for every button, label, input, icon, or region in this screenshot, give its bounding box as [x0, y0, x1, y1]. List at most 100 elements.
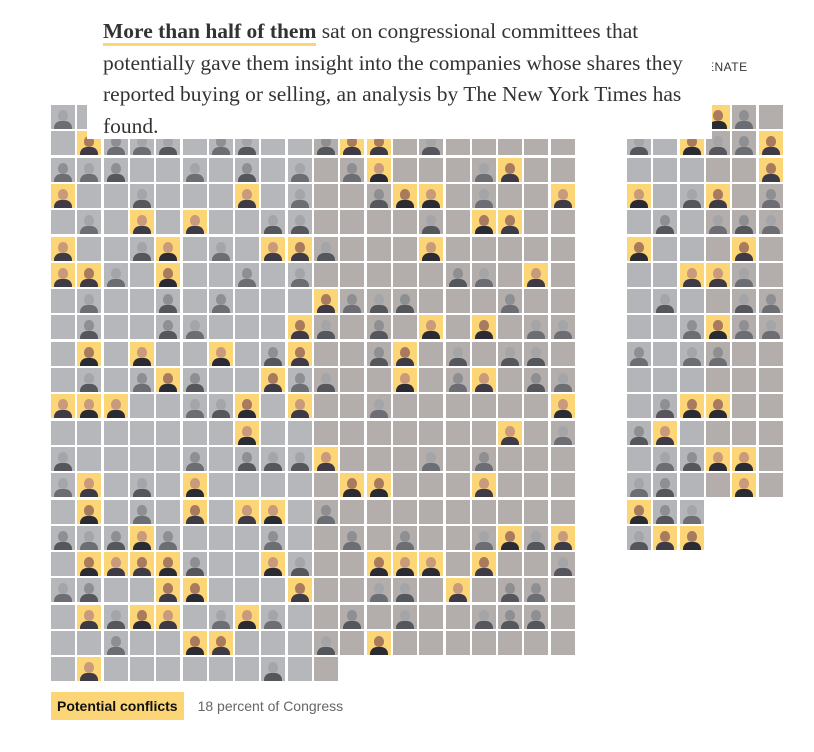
portrait-face-icon	[343, 608, 361, 629]
portrait-cell	[340, 526, 364, 550]
portrait-face-icon	[422, 450, 440, 471]
portrait-cell	[77, 315, 101, 339]
portrait-face-icon	[501, 213, 519, 234]
portrait-cell	[130, 237, 154, 261]
portrait-face-icon	[527, 318, 545, 339]
portrait-face-icon	[317, 240, 335, 261]
portrait-cell	[759, 368, 783, 392]
portrait-face-icon	[656, 424, 674, 445]
portrait-cell	[235, 263, 259, 287]
portrait-cell	[367, 394, 391, 418]
portrait-cell	[524, 500, 548, 524]
portrait-cell	[627, 210, 651, 234]
portrait-cell-highlighted	[551, 526, 575, 550]
portrait-cell-highlighted	[130, 605, 154, 629]
portrait-cell	[653, 447, 677, 471]
portrait-cell	[653, 315, 677, 339]
portrait-cell	[77, 289, 101, 313]
portrait-cell	[472, 631, 496, 655]
portrait-cell-highlighted	[104, 394, 128, 418]
portrait-cell	[524, 447, 548, 471]
portrait-face-icon	[735, 266, 753, 287]
portrait-cell	[680, 289, 704, 313]
portrait-cell	[51, 158, 75, 182]
portrait-face-icon	[212, 608, 230, 629]
portrait-cell-highlighted	[653, 526, 677, 550]
portrait-cell-highlighted	[472, 552, 496, 576]
portrait-cell	[706, 342, 730, 366]
portrait-cell-highlighted	[288, 342, 312, 366]
portrait-face-icon	[80, 397, 98, 418]
portrait-cell	[130, 368, 154, 392]
portrait-cell	[51, 421, 75, 445]
portrait-cell	[446, 158, 470, 182]
portrait-cell	[209, 552, 233, 576]
portrait-cell	[51, 526, 75, 550]
portrait-face-icon	[159, 266, 177, 287]
portrait-face-icon	[630, 187, 648, 208]
portrait-cell	[498, 184, 522, 208]
portrait-cell	[314, 421, 338, 445]
portrait-face-icon	[186, 476, 204, 497]
portrait-cell	[156, 315, 180, 339]
portrait-face-icon	[107, 397, 125, 418]
portrait-cell	[446, 289, 470, 313]
portrait-cell-highlighted	[706, 184, 730, 208]
portrait-face-icon	[107, 529, 125, 550]
portrait-cell	[261, 447, 285, 471]
portrait-cell	[653, 500, 677, 524]
portrait-face-icon	[396, 581, 414, 602]
portrait-cell	[340, 263, 364, 287]
portrait-face-icon	[396, 529, 414, 550]
portrait-cell	[104, 342, 128, 366]
portrait-cell-highlighted	[551, 184, 575, 208]
portrait-face-icon	[264, 371, 282, 392]
portrait-cell	[130, 473, 154, 497]
portrait-face-icon	[709, 266, 727, 287]
portrait-face-icon	[370, 476, 388, 497]
portrait-cell	[261, 394, 285, 418]
portrait-cell	[130, 315, 154, 339]
portrait-cell	[183, 552, 207, 576]
portrait-cell-highlighted	[419, 315, 443, 339]
portrait-cell	[551, 500, 575, 524]
portrait-cell-highlighted	[156, 237, 180, 261]
portrait-face-icon	[107, 634, 125, 655]
portrait-cell-highlighted	[235, 394, 259, 418]
portrait-cell	[706, 421, 730, 445]
portrait-cell	[288, 605, 312, 629]
portrait-face-icon	[630, 476, 648, 497]
portrait-cell-highlighted	[653, 421, 677, 445]
portrait-cell	[627, 263, 651, 287]
portrait-face-icon	[291, 371, 309, 392]
portrait-cell-highlighted	[706, 447, 730, 471]
portrait-face-icon	[343, 292, 361, 313]
portrait-face-icon	[370, 161, 388, 182]
portrait-face-icon	[80, 608, 98, 629]
portrait-cell	[419, 289, 443, 313]
portrait-cell	[732, 368, 756, 392]
portrait-cell	[551, 237, 575, 261]
portrait-cell-highlighted	[235, 500, 259, 524]
portrait-face-icon	[238, 608, 256, 629]
portrait-face-icon	[370, 187, 388, 208]
portrait-face-icon	[554, 529, 572, 550]
portrait-face-icon	[133, 476, 151, 497]
portrait-face-icon	[159, 529, 177, 550]
portrait-face-icon	[370, 634, 388, 655]
portrait-cell	[627, 394, 651, 418]
portrait-face-icon	[291, 581, 309, 602]
portrait-cell	[156, 184, 180, 208]
portrait-cell-highlighted	[627, 237, 651, 261]
portrait-cell-highlighted	[77, 657, 101, 681]
portrait-cell-highlighted	[627, 184, 651, 208]
portrait-cell	[288, 210, 312, 234]
portrait-cell	[759, 447, 783, 471]
portrait-cell	[472, 394, 496, 418]
portrait-face-icon	[422, 213, 440, 234]
portrait-cell-highlighted	[77, 394, 101, 418]
portrait-face-icon	[762, 187, 780, 208]
portrait-cell	[77, 210, 101, 234]
portrait-cell	[340, 500, 364, 524]
portrait-cell-highlighted	[156, 552, 180, 576]
